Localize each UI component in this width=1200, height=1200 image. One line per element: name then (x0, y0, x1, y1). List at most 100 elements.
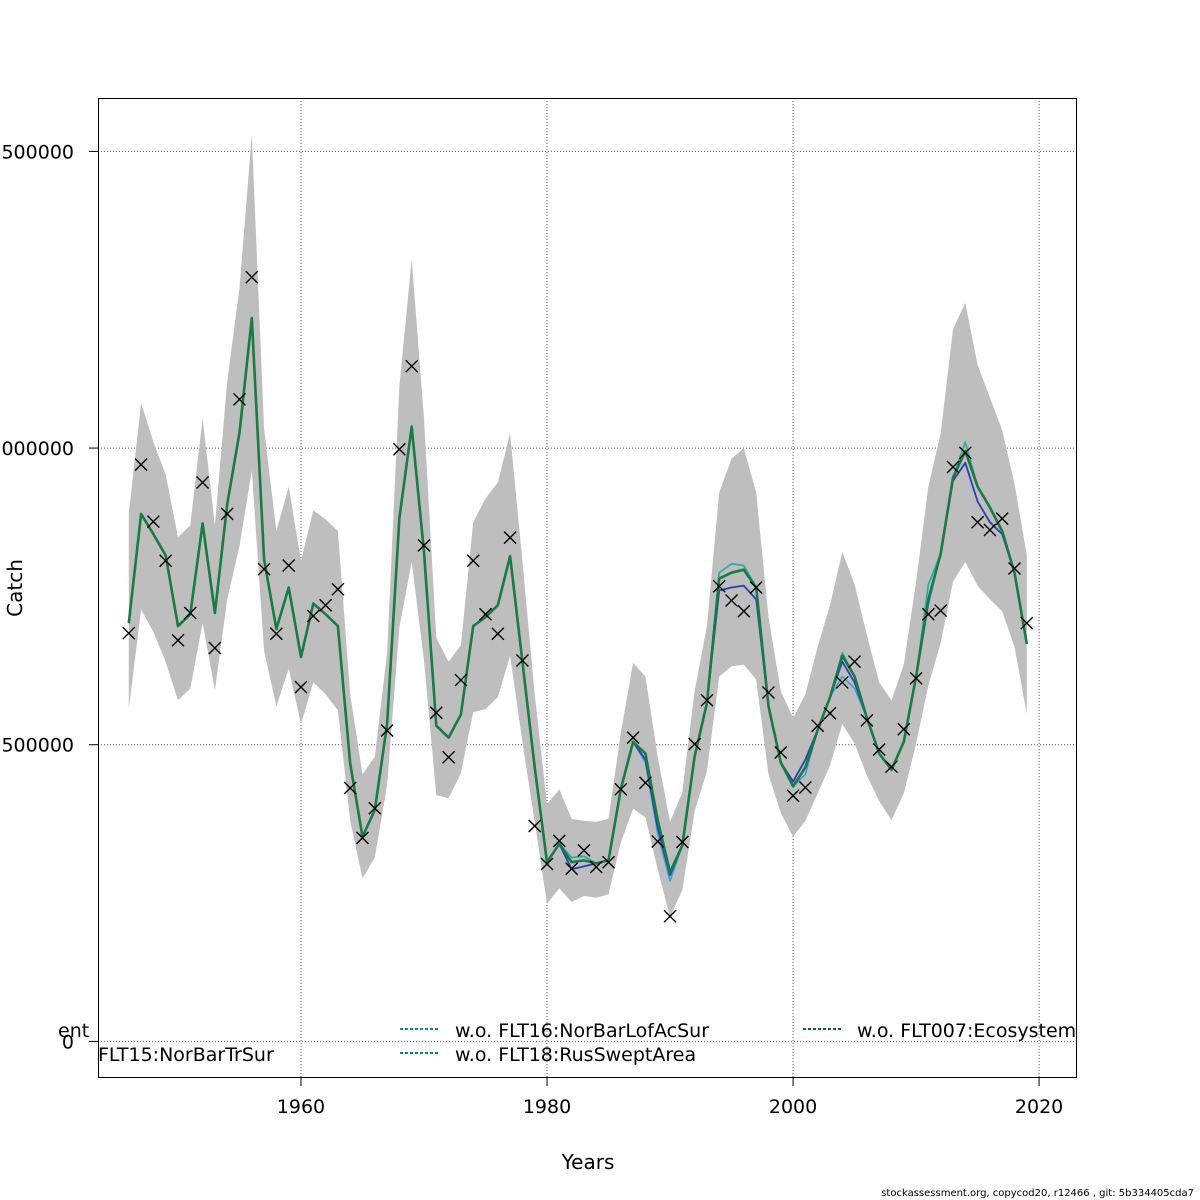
legend-item-2: w.o. FLT16:NorBarLofAcSur (400, 1020, 709, 1042)
observed-point-1999 (774, 745, 788, 759)
observed-point-1961 (306, 609, 320, 623)
observed-point-1959 (282, 559, 296, 573)
observed-point-1956 (245, 270, 259, 284)
axes: 1960 1980 2000 2020 0 500000 1000000 1500000 (0, 141, 1063, 1118)
observed-point-1976 (491, 627, 505, 641)
observed-point-2008 (884, 760, 898, 774)
y-tick-label-0: 0 (62, 1031, 74, 1053)
observed-catch-points (122, 270, 1034, 923)
observed-point-1955 (232, 392, 246, 406)
legend-item-3: w.o. FLT18:RusSweptArea (400, 1044, 696, 1066)
footer-credit: stockassessment.org, copycod20, r12466 ,… (881, 1188, 1194, 1199)
y-tick-label-500000: 500000 (1, 735, 74, 757)
observed-point-1991 (675, 835, 689, 849)
observed-point-2001 (798, 780, 812, 794)
observed-point-1967 (380, 723, 394, 737)
observed-point-1997 (749, 581, 763, 594)
x-tick-label-2020: 2020 (1015, 1096, 1063, 1118)
observed-point-1962 (319, 598, 333, 612)
observed-point-1960 (294, 680, 308, 694)
observed-point-1987 (626, 731, 640, 745)
observed-point-2017 (995, 512, 1009, 526)
observed-point-1994 (712, 579, 726, 593)
observed-point-1993 (700, 693, 714, 707)
y-tick-label-1500000: 1500000 (0, 141, 74, 163)
observed-point-1972 (442, 750, 456, 764)
observed-point-1979 (528, 819, 542, 833)
observed-point-2014 (958, 446, 972, 460)
observed-point-1953 (208, 641, 222, 655)
confidence-band (128, 134, 1027, 917)
observed-point-1964 (343, 781, 357, 795)
legend-label-4: w.o. FLT007:Ecosystem (857, 1020, 1076, 1042)
observed-point-1986 (614, 782, 628, 796)
legend: ent FLT15:NorBarTrSur w.o. FLT16:NorBarL… (58, 1020, 1076, 1066)
legend-item-4: w.o. FLT007:Ecosystem (803, 1020, 1076, 1042)
observed-point-1948 (146, 515, 160, 529)
y-axis-title: Catch (3, 559, 27, 617)
observed-point-1984 (589, 860, 603, 874)
observed-point-1975 (479, 607, 493, 621)
observed-point-1982 (565, 862, 579, 876)
x-tick-label-1980: 1980 (523, 1096, 571, 1118)
legend-item-0: ent (58, 1020, 89, 1042)
legend-label-1: FLT15:NorBarTrSur (98, 1044, 274, 1066)
observed-point-2003 (823, 706, 837, 720)
observed-point-1978 (515, 653, 529, 667)
legend-item-1: FLT15:NorBarTrSur (98, 1044, 274, 1066)
observed-point-2016 (983, 523, 997, 537)
observed-point-1963 (331, 582, 345, 596)
observed-point-1983 (577, 843, 591, 857)
observed-point-1990 (663, 909, 677, 923)
observed-point-2005 (848, 655, 862, 669)
x-tick-label-1960: 1960 (277, 1096, 325, 1118)
observed-point-1992 (688, 737, 702, 751)
observed-point-1949 (159, 554, 173, 568)
observed-point-1957 (257, 562, 271, 576)
observed-point-2007 (872, 742, 886, 756)
observed-point-1995 (725, 594, 739, 608)
observed-point-1966 (368, 801, 382, 815)
legend-label-3: w.o. FLT18:RusSweptArea (455, 1044, 696, 1066)
x-axis-title: Years (561, 1150, 615, 1174)
observed-point-1946 (122, 626, 136, 640)
observed-point-2018 (1007, 562, 1021, 576)
observed-point-1968 (392, 442, 406, 456)
observed-point-1969 (405, 359, 419, 373)
legend-label-2: w.o. FLT16:NorBarLofAcSur (455, 1020, 709, 1042)
observed-point-1958 (269, 627, 283, 641)
observed-point-2011 (921, 607, 935, 621)
observed-point-2004 (835, 675, 849, 689)
observed-point-2010 (909, 671, 923, 685)
observed-point-2002 (811, 719, 825, 733)
observed-point-1954 (220, 507, 234, 521)
observed-point-1974 (466, 554, 480, 568)
observed-point-1998 (761, 686, 775, 700)
observed-point-1973 (454, 673, 468, 687)
observed-point-2006 (860, 713, 874, 727)
observed-point-1951 (183, 606, 197, 620)
observed-point-1977 (503, 531, 517, 545)
x-tick-label-2000: 2000 (769, 1096, 817, 1118)
y-tick-label-1000000: 1000000 (0, 438, 74, 460)
observed-point-1981 (552, 834, 566, 848)
observed-point-1952 (196, 475, 210, 489)
observed-point-2000 (786, 789, 800, 803)
observed-point-1970 (417, 538, 431, 552)
plot-frame (98, 98, 1077, 1078)
observed-point-2015 (971, 515, 985, 529)
observed-point-1947 (134, 458, 148, 472)
observed-point-2019 (1020, 616, 1034, 630)
observed-point-1971 (429, 706, 443, 720)
observed-point-1980 (540, 857, 554, 871)
observed-point-1965 (355, 831, 369, 845)
observed-point-2013 (946, 460, 960, 474)
observed-point-2012 (934, 604, 948, 618)
legend-label-0: ent (58, 1020, 89, 1042)
observed-point-1985 (602, 855, 616, 869)
observed-point-1950 (171, 633, 185, 647)
observed-point-1988 (638, 776, 652, 790)
observed-point-1996 (737, 604, 751, 618)
observed-point-1989 (651, 834, 665, 848)
